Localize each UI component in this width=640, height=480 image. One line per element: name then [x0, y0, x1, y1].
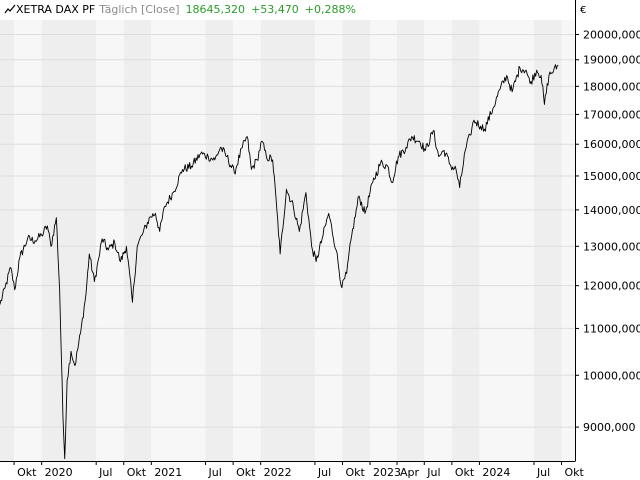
y-axis-ticks: 9000,000 10000,000 11000,000 12000,000 13000… — [575, 29, 640, 434]
x-tick-label: 2021 — [154, 466, 182, 479]
price-line — [0, 64, 559, 460]
time-band — [96, 20, 124, 461]
time-band — [233, 20, 261, 461]
x-tick-label: Okt — [127, 466, 147, 479]
time-band — [533, 20, 562, 461]
chart-header: XETRA DAX PF Täglich [Close] 18645,320 +53,… — [4, 3, 356, 16]
x-tick-label: Apr — [400, 466, 420, 479]
y-tick-label: 20000,000 — [583, 29, 640, 42]
price-change-percent: +0,288% — [304, 3, 356, 16]
time-band — [451, 20, 480, 461]
time-bands — [0, 20, 575, 461]
y-tick-label: 13000,000 — [583, 240, 640, 253]
time-band — [260, 20, 315, 461]
time-band — [397, 20, 425, 461]
last-price: 18645,320 — [185, 3, 246, 16]
time-band — [314, 20, 343, 461]
time-band — [342, 20, 371, 461]
x-tick-label: Okt — [17, 466, 37, 479]
currency-label: € — [580, 5, 587, 16]
time-band — [123, 20, 152, 461]
time-band — [0, 20, 15, 461]
x-tick-label: Jul — [317, 466, 331, 479]
y-tick-label: 11000,000 — [583, 322, 640, 335]
x-tick-label: Jul — [208, 466, 222, 479]
y-tick-label: 10000,000 — [583, 369, 640, 382]
x-tick-label: Okt — [455, 466, 475, 479]
gridlines — [0, 34, 575, 428]
x-tick-label: Jul — [98, 466, 112, 479]
y-tick-label: 17000,000 — [583, 108, 640, 121]
instrument-name: XETRA DAX PF — [16, 3, 96, 16]
time-band — [370, 20, 398, 461]
x-tick-label: Okt — [565, 466, 585, 479]
y-tick-label: 18000,000 — [583, 80, 640, 93]
line-chart-icon — [4, 4, 16, 14]
y-tick-label: 16000,000 — [583, 138, 640, 151]
time-band — [479, 20, 534, 461]
time-band — [205, 20, 234, 461]
x-axis-ticks: Okt 2020 Jul Okt 2021 Jul Okt 2022 Jul Okt 2023Apr… — [13, 461, 585, 479]
x-tick-label: 2020 — [45, 466, 73, 479]
price-change: +53,470 — [251, 3, 299, 16]
x-tick-label: 2024 — [482, 466, 510, 479]
y-tick-label: 12000,000 — [583, 280, 640, 293]
x-tick-label: Okt — [345, 466, 365, 479]
y-tick-label: 9000,000 — [583, 421, 636, 434]
period-label: Täglich [Close] — [99, 3, 180, 16]
time-band — [151, 20, 206, 461]
x-tick-label: 2023 — [373, 466, 401, 479]
time-band — [561, 20, 575, 461]
time-band — [424, 20, 452, 461]
y-tick-label: 14000,000 — [583, 204, 640, 217]
y-tick-label: 19000,000 — [583, 54, 640, 67]
x-tick-label: Okt — [236, 466, 256, 479]
x-tick-label: 2022 — [264, 466, 292, 479]
time-band — [41, 20, 97, 461]
x-tick-label: Jul — [426, 466, 440, 479]
x-tick-label: Jul — [536, 466, 550, 479]
y-tick-label: 15000,000 — [583, 170, 640, 183]
